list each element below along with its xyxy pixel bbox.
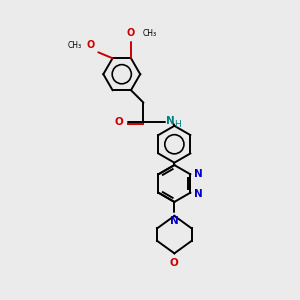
Text: N: N [194, 189, 203, 199]
Text: N: N [194, 169, 203, 179]
Text: O: O [127, 28, 135, 38]
Text: O: O [170, 257, 179, 268]
Text: N: N [166, 116, 175, 126]
Text: CH₃: CH₃ [142, 29, 156, 38]
Text: O: O [115, 117, 124, 127]
Text: H: H [174, 120, 181, 129]
Text: O: O [86, 40, 95, 50]
Text: CH₃: CH₃ [68, 41, 82, 50]
Text: N: N [170, 216, 179, 226]
